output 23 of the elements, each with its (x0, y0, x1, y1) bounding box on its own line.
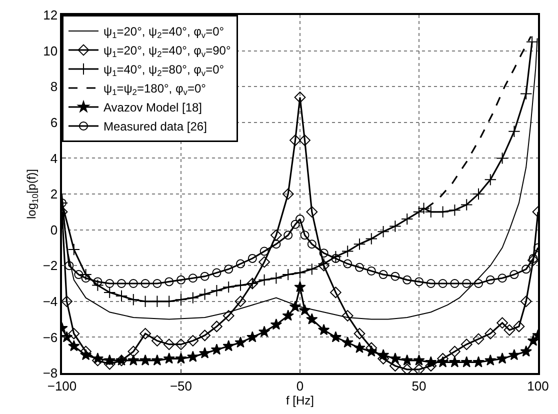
legend-label: ψ$_{1}$=20°, ψ$_{2}$=40°, φ$_{v}$=90° (104, 44, 231, 60)
legend-label: ψ$_{1}$=40°, ψ$_{2}$=80°, φ$_{v}$=0° (104, 62, 224, 78)
y-tick-label: −8 (42, 366, 58, 381)
x-tick-label: −50 (170, 378, 192, 394)
y-tick-label: −4 (42, 294, 58, 309)
y-tick-label: 10 (43, 43, 58, 58)
x-tick-label: −100 (47, 378, 77, 394)
y-tick-label: −6 (42, 330, 58, 345)
x-tick-label: 100 (527, 378, 549, 394)
y-tick-label: 6 (50, 114, 58, 130)
y-tick-label: 4 (50, 150, 58, 166)
y-tick-label: 0 (50, 222, 58, 238)
y-tick-label: −2 (42, 258, 58, 274)
y-tick-label: 2 (50, 186, 58, 202)
x-axis-title: f [Hz] (286, 394, 314, 408)
x-tick-label: 50 (412, 378, 426, 394)
legend-label: ψ$_{1}$=20°, ψ$_{2}$=40°, φ$_{v}$=0° (104, 24, 224, 40)
legend-label: Avazov Model [18] (104, 100, 202, 115)
y-tick-label: 12 (43, 8, 58, 23)
legend-label: Measured data [26] (104, 120, 207, 134)
x-tick-label: 0 (296, 378, 304, 394)
legend-label: ψ$_{1}$=ψ$_{2}$=180°, φ$_{v}$=0° (104, 82, 206, 98)
y-tick-label: 8 (50, 79, 58, 94)
